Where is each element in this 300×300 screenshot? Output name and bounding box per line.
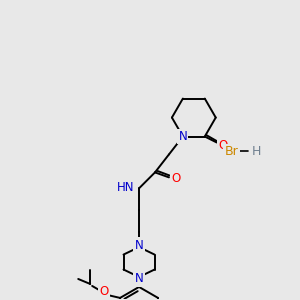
Text: O: O <box>171 172 181 185</box>
Text: O: O <box>100 285 109 298</box>
Text: O: O <box>218 139 227 152</box>
Text: HN: HN <box>117 181 134 194</box>
Text: N: N <box>135 238 143 252</box>
Text: H: H <box>252 145 261 158</box>
Text: Br: Br <box>225 145 238 158</box>
Text: N: N <box>135 272 143 286</box>
Text: N: N <box>178 130 187 143</box>
